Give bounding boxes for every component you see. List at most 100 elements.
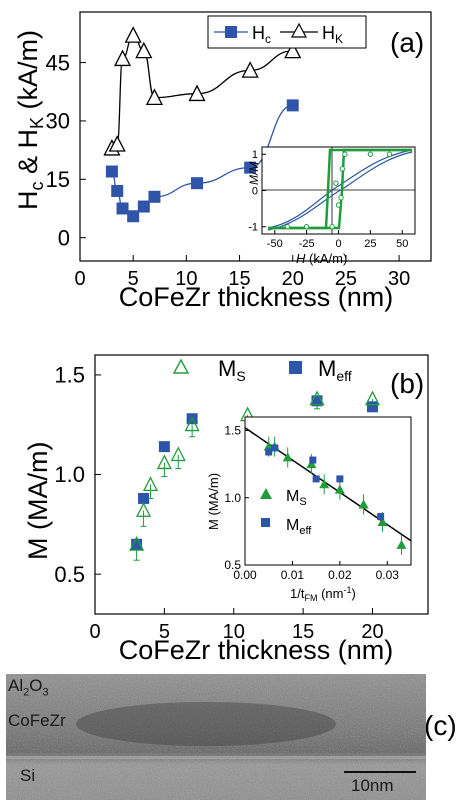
inset-b-y-tick-label: 1.0 xyxy=(224,491,241,505)
hk-point xyxy=(135,41,153,59)
panel-b-x-tick-label: 10 xyxy=(223,621,245,643)
panel-b-inset-ticks: 0.00 0.01 0.02 0.03 0.5 1.0 1.5 xyxy=(224,424,399,582)
panel-a-y-tick-label: 0 xyxy=(58,225,70,250)
ms-point xyxy=(156,454,172,470)
panel-a-y-tick-label: 15 xyxy=(46,167,70,192)
inset-a-x-tick-label: 25 xyxy=(364,238,376,250)
meff-point xyxy=(158,441,170,453)
tem-image xyxy=(6,674,426,800)
inset-easy-axis-markers xyxy=(284,151,393,230)
legend-hk-marker xyxy=(290,22,308,38)
inset-easy-axis-point xyxy=(335,202,342,208)
panel-a-x-label: CoFeZr thickness (nm) xyxy=(119,282,394,312)
inset-easy-axis-loop-2 xyxy=(268,148,412,230)
panel-a-inset-ticks: -50 -25 0 25 50 -1 0 1 xyxy=(248,149,408,250)
panel-a-data-points xyxy=(103,26,302,223)
inset-legend-meff-marker xyxy=(261,518,270,527)
ms-point xyxy=(184,416,200,432)
panel-b-data-points xyxy=(129,390,381,561)
panel-a-inset: -50 -25 0 25 50 -1 0 1 M/M H (kA/m) xyxy=(247,146,416,266)
ms-point xyxy=(129,535,145,551)
inset-meff-point xyxy=(271,444,279,452)
inset-legend-ms-marker xyxy=(260,488,272,499)
interface-line xyxy=(6,756,426,759)
inset-easy-axis-point xyxy=(333,180,339,186)
inset-meff-point xyxy=(309,456,317,464)
inset-ms-point xyxy=(358,499,369,509)
inset-ms-point xyxy=(306,459,317,469)
panel-a-legend: Hc HK xyxy=(207,15,367,49)
panel-a-x-tick-label: 20 xyxy=(282,268,304,290)
panel-a-x-tick-label: 5 xyxy=(128,268,139,290)
inset-b-y-tick-label: 0.5 xyxy=(224,558,241,572)
label-al2o3: Al2O3 xyxy=(8,676,49,699)
inset-a-y-tick-label: 1 xyxy=(252,149,258,161)
inset-ms-point xyxy=(377,516,388,526)
panel-b-x-tick-label: 5 xyxy=(159,621,170,643)
inset-meff-point xyxy=(336,475,344,483)
meff-point xyxy=(311,395,323,407)
inset-legend-ms-label: MS xyxy=(286,488,307,508)
inset-b-legend: MS Meff xyxy=(260,488,312,537)
panel-b-legend: MS Meff xyxy=(172,356,352,384)
panel-a-label: (a) xyxy=(390,27,424,58)
inset-easy-axis-point xyxy=(339,166,346,172)
inset-easy-axis-point xyxy=(386,151,393,157)
panel-a-y-tick-label: 45 xyxy=(46,50,70,75)
panel-b-y-label: M (MA/m) xyxy=(23,442,53,560)
scale-bar-label: 10nm xyxy=(351,776,394,795)
hk-point xyxy=(113,49,132,67)
inset-meff-point xyxy=(265,448,273,456)
hc-point xyxy=(191,177,203,190)
ms-point xyxy=(309,390,325,406)
panel-a-x-tick-label: 10 xyxy=(175,268,197,290)
ms-point xyxy=(170,446,186,462)
hk-point xyxy=(241,61,259,78)
tem-micrograph: Al2O3 CoFeZr Si 10nm xyxy=(6,674,426,800)
inset-b-x-tick-label: 0.03 xyxy=(376,568,400,582)
inset-a-x-tick-label: 0 xyxy=(335,238,341,250)
inset-a-x-tick-label: -50 xyxy=(267,238,283,250)
inset-b-y-label: M (MA/m) xyxy=(206,473,221,530)
panel-b-x-tick-label: 0 xyxy=(89,621,100,643)
cofezr-layer xyxy=(76,702,336,746)
panel-b-inset: 0.00 0.01 0.02 0.03 0.5 1.0 1.5 MS Meff M (MA/… xyxy=(206,416,412,603)
hk-point xyxy=(284,41,302,59)
hc-point xyxy=(148,190,161,203)
inset-b-x-tick-label: 0.02 xyxy=(328,568,352,582)
panel-a-x-ticks: 0 5 10 15 20 25 30 xyxy=(74,255,410,290)
panel-b-frame xyxy=(94,354,429,615)
inset-a-y-label: M/M xyxy=(247,162,261,185)
hk-point xyxy=(124,26,142,43)
inset-hard-axis-loop-1 xyxy=(267,149,413,229)
hc-point xyxy=(105,165,118,178)
inset-ms-point xyxy=(319,479,330,489)
panel-b-x-label: CoFeZr thickness (nm) xyxy=(119,635,394,665)
hc-point xyxy=(127,210,140,223)
panel-a-x-tick-label: 25 xyxy=(335,268,357,290)
legend-hk-label: HK xyxy=(322,23,343,46)
ms-point xyxy=(364,390,381,406)
panel-b: 0 5 10 15 20 0.51.01.5 MS Meff (b) M (MA/m) … xyxy=(23,354,429,665)
hc-point xyxy=(111,184,124,197)
legend-ms-marker xyxy=(172,358,190,374)
panel-b-label: (b) xyxy=(390,368,424,399)
panel-a-y-label: Hc & HK (kA/m) xyxy=(13,30,47,210)
inset-easy-axis-point xyxy=(342,151,348,157)
panel-a-frame xyxy=(79,11,432,262)
hc-point xyxy=(244,161,257,174)
inset-meff-point xyxy=(312,475,320,483)
inset-a-x-tick-label: -25 xyxy=(299,238,315,250)
panel-a-x-tick-label: 0 xyxy=(74,268,85,290)
ms-point xyxy=(142,476,159,492)
hc-point xyxy=(286,99,299,112)
ms-point xyxy=(135,502,152,517)
panel-b-x-ticks: 0 5 10 15 20 xyxy=(89,608,384,643)
label-si: Si xyxy=(20,766,36,785)
inset-ms-point xyxy=(334,484,345,494)
inset-ms-point xyxy=(282,452,293,462)
panel-a-y-tick-label: 30 xyxy=(46,109,70,134)
inset-easy-axis-point xyxy=(329,224,335,230)
inset-easy-axis-point xyxy=(367,151,374,157)
